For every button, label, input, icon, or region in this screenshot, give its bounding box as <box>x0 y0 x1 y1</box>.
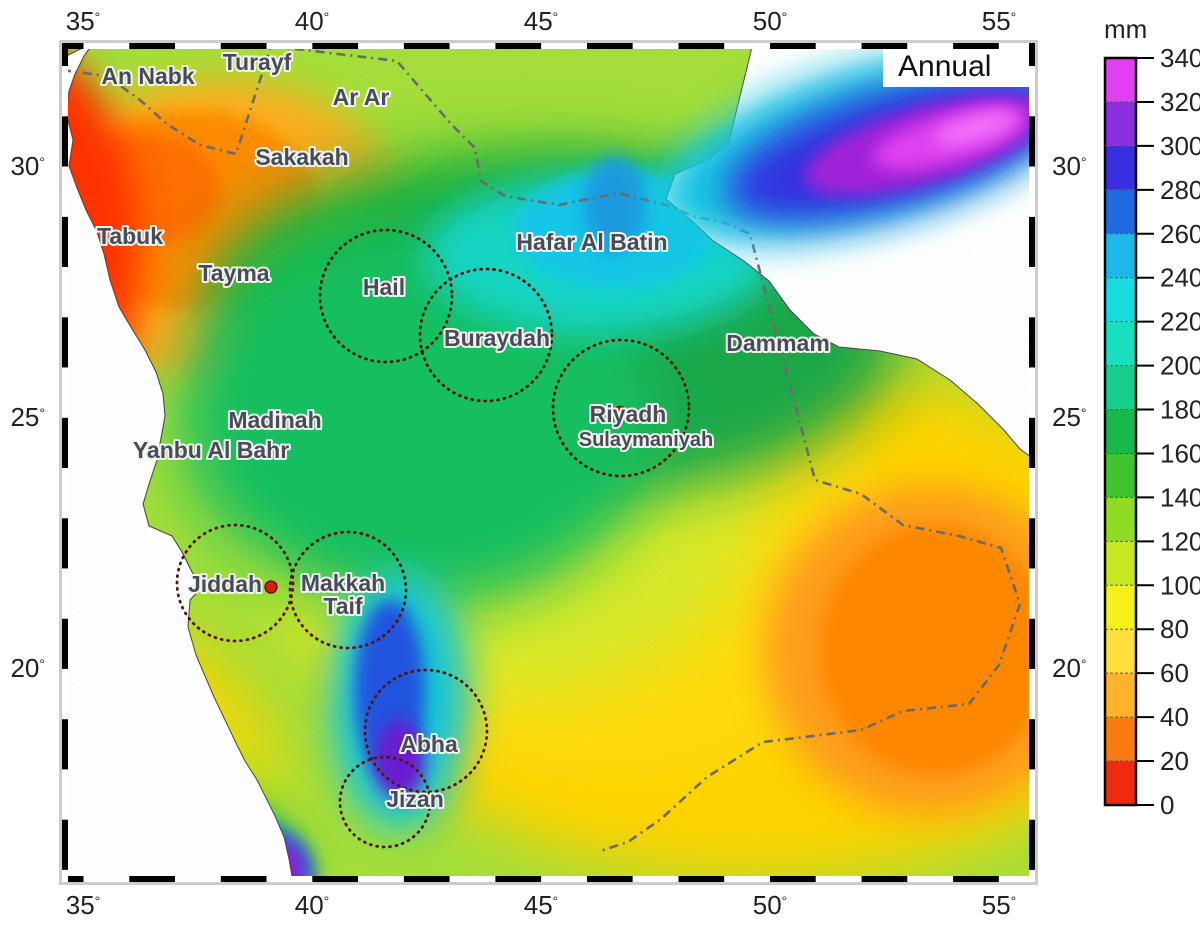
svg-text:Sulaymaniyah: Sulaymaniyah <box>579 429 714 451</box>
svg-text:40: 40 <box>1160 702 1189 732</box>
svg-text:280: 280 <box>1160 175 1200 205</box>
svg-text:Sakakah: Sakakah <box>255 144 348 170</box>
svg-text:Ar Ar: Ar Ar <box>333 84 390 110</box>
svg-text:Dammam: Dammam <box>726 330 830 356</box>
svg-text:60: 60 <box>1160 658 1189 688</box>
svg-text:320: 320 <box>1160 87 1200 117</box>
svg-text:Turayf: Turayf <box>223 49 292 75</box>
svg-text:Tabuk: Tabuk <box>97 223 163 249</box>
svg-text:340: 340 <box>1160 43 1200 73</box>
svg-text:Abha: Abha <box>400 731 458 757</box>
svg-text:100: 100 <box>1160 570 1200 600</box>
svg-text:180: 180 <box>1160 395 1200 425</box>
svg-text:Yanbu Al Bahr: Yanbu Al Bahr <box>133 437 289 463</box>
svg-text:260: 260 <box>1160 219 1200 249</box>
svg-text:220: 220 <box>1160 307 1200 337</box>
svg-text:Jiddah: Jiddah <box>188 571 262 597</box>
svg-text:0: 0 <box>1160 790 1174 820</box>
svg-text:20: 20 <box>1160 746 1189 776</box>
svg-text:Annual: Annual <box>898 50 991 83</box>
svg-text:300: 300 <box>1160 131 1200 161</box>
svg-text:Taif: Taif <box>323 593 363 619</box>
svg-text:mm: mm <box>1104 14 1147 44</box>
svg-text:80: 80 <box>1160 614 1189 644</box>
svg-text:An Nabk: An Nabk <box>101 63 195 89</box>
svg-text:Madinah: Madinah <box>228 407 321 433</box>
svg-text:Tayma: Tayma <box>198 260 269 286</box>
svg-text:Riyadh: Riyadh <box>590 401 667 427</box>
svg-text:Hail: Hail <box>363 274 405 300</box>
svg-text:Jizan: Jizan <box>386 786 444 812</box>
svg-text:140: 140 <box>1160 482 1200 512</box>
svg-text:160: 160 <box>1160 438 1200 468</box>
svg-text:Buraydah: Buraydah <box>444 325 550 351</box>
svg-text:Hafar Al Batin: Hafar Al Batin <box>516 229 667 255</box>
svg-text:240: 240 <box>1160 263 1200 293</box>
svg-text:200: 200 <box>1160 351 1200 381</box>
svg-text:120: 120 <box>1160 526 1200 556</box>
